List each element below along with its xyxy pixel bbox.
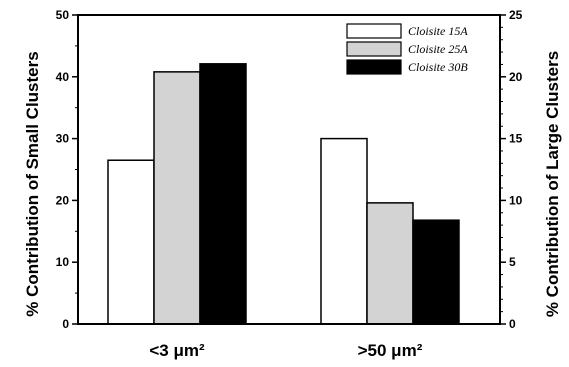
bar-2-1 [153,71,201,325]
category-label: <3 μm² [149,341,205,360]
right-tick-label: 15 [509,132,523,146]
bar-1-2 [320,137,368,325]
right-tick-label: 25 [509,8,523,22]
category-labels: <3 μm² >50 μm² [149,341,422,360]
bar-3-2 [412,219,460,325]
right-tick-label: 20 [509,70,523,84]
legend-swatch [346,23,402,39]
left-tick-label: 0 [62,317,69,331]
left-tick-label: 30 [56,132,70,146]
bar-2-2 [366,202,414,325]
legend-label: Cloisite 15A [408,24,468,38]
bar-3-1 [199,63,247,325]
left-tick-label: 50 [56,8,70,22]
legend-swatch [346,41,402,57]
right-tick-label: 5 [509,255,516,269]
bar-1-1 [107,159,155,325]
left-axis-title: % Contribution of Small Clusters [23,51,42,316]
right-axis: 0 5 10 15 20 25 [500,8,523,331]
legend-label: Cloisite 30B [408,60,468,74]
right-tick-label: 0 [509,317,516,331]
left-tick-label: 40 [56,70,70,84]
left-axis: 0 10 20 30 40 50 [56,8,78,331]
left-tick-label: 20 [56,193,70,207]
legend-label: Cloisite 25A [408,42,468,56]
category-label: >50 μm² [358,341,423,360]
right-axis-title: % Contribution of Large Clusters [543,51,562,317]
legend-swatch [346,59,402,75]
legend: Cloisite 15A Cloisite 25A Cloisite 30B [346,23,468,75]
left-tick-label: 10 [56,255,70,269]
right-tick-label: 10 [509,193,523,207]
bars-group [107,63,460,325]
